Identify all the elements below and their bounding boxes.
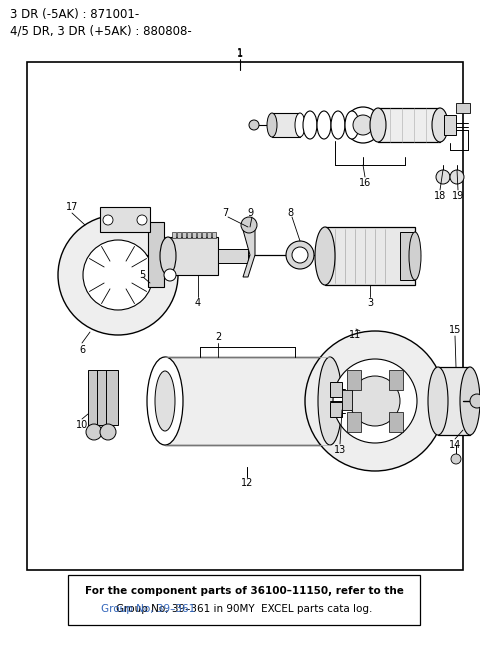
- Circle shape: [333, 359, 417, 443]
- Text: 6: 6: [79, 345, 85, 355]
- Text: 1: 1: [237, 48, 243, 58]
- Text: 13: 13: [334, 445, 346, 455]
- Circle shape: [58, 215, 178, 335]
- Text: 4: 4: [195, 298, 201, 308]
- Bar: [192, 232, 196, 238]
- Bar: [100, 207, 150, 232]
- Circle shape: [249, 120, 259, 130]
- Ellipse shape: [315, 227, 335, 285]
- Ellipse shape: [267, 113, 277, 137]
- Text: 1: 1: [237, 49, 243, 59]
- Bar: [389, 412, 403, 432]
- Bar: [27, 62, 463, 570]
- Text: 18: 18: [434, 191, 446, 201]
- Circle shape: [292, 247, 308, 263]
- Bar: [330, 402, 342, 417]
- Bar: [400, 232, 415, 280]
- Ellipse shape: [317, 111, 331, 139]
- Circle shape: [83, 240, 153, 310]
- Ellipse shape: [428, 367, 448, 435]
- Bar: [68, 575, 420, 625]
- Bar: [438, 367, 470, 435]
- Bar: [182, 232, 186, 238]
- Bar: [165, 357, 330, 445]
- Bar: [347, 412, 361, 432]
- Text: For the component parts of 36100–11150, refer to the: For the component parts of 36100–11150, …: [84, 586, 403, 596]
- Circle shape: [137, 215, 147, 225]
- Bar: [218, 249, 248, 263]
- Bar: [207, 232, 211, 238]
- Text: 17: 17: [66, 202, 78, 212]
- Bar: [272, 113, 300, 137]
- Text: 15: 15: [449, 325, 461, 335]
- Text: 4/5 DR, 3 DR (+5AK) : 880808-: 4/5 DR, 3 DR (+5AK) : 880808-: [10, 24, 192, 37]
- Bar: [197, 232, 201, 238]
- Bar: [342, 390, 352, 410]
- Circle shape: [350, 376, 400, 426]
- Bar: [177, 232, 181, 238]
- Text: 19: 19: [452, 191, 464, 201]
- Circle shape: [103, 215, 113, 225]
- Ellipse shape: [331, 111, 345, 139]
- Text: 5: 5: [139, 270, 145, 280]
- Circle shape: [100, 424, 116, 440]
- Bar: [187, 232, 191, 238]
- Ellipse shape: [318, 357, 342, 445]
- Bar: [456, 103, 470, 113]
- Circle shape: [164, 269, 176, 281]
- Circle shape: [305, 331, 445, 471]
- Ellipse shape: [147, 357, 183, 445]
- Ellipse shape: [370, 108, 386, 142]
- Bar: [106, 370, 118, 425]
- Text: 3 DR (-5AK) : 871001-: 3 DR (-5AK) : 871001-: [10, 8, 139, 21]
- Circle shape: [470, 394, 480, 408]
- Circle shape: [450, 170, 464, 184]
- Circle shape: [86, 424, 102, 440]
- Text: 2: 2: [215, 332, 221, 342]
- Circle shape: [451, 454, 461, 464]
- Ellipse shape: [160, 237, 176, 275]
- Bar: [97, 370, 109, 425]
- Polygon shape: [243, 230, 255, 277]
- Circle shape: [353, 115, 373, 135]
- Text: 14: 14: [449, 440, 461, 450]
- Text: 7: 7: [222, 208, 228, 218]
- Ellipse shape: [345, 111, 359, 139]
- Ellipse shape: [432, 108, 448, 142]
- Bar: [389, 370, 403, 390]
- Text: 9: 9: [247, 208, 253, 218]
- Ellipse shape: [295, 113, 305, 137]
- Text: 3: 3: [367, 298, 373, 308]
- Text: Group No, 39–361: Group No, 39–361: [101, 604, 195, 614]
- Bar: [347, 370, 361, 390]
- Text: 16: 16: [359, 178, 371, 188]
- Ellipse shape: [460, 367, 480, 435]
- Ellipse shape: [155, 371, 175, 431]
- Bar: [378, 108, 440, 142]
- Bar: [212, 232, 216, 238]
- Ellipse shape: [303, 111, 317, 139]
- Text: 11: 11: [349, 330, 361, 340]
- Bar: [330, 382, 342, 397]
- Bar: [202, 232, 206, 238]
- Text: 12: 12: [241, 478, 253, 488]
- Text: Group No, 39–361 in 90MY  EXCEL parts cata log.: Group No, 39–361 in 90MY EXCEL parts cat…: [116, 604, 372, 614]
- Bar: [325, 227, 415, 285]
- Ellipse shape: [409, 232, 421, 280]
- Text: 10: 10: [76, 420, 88, 430]
- Bar: [88, 370, 100, 425]
- Circle shape: [241, 217, 257, 233]
- Bar: [444, 115, 456, 135]
- Circle shape: [436, 170, 450, 184]
- Text: 8: 8: [287, 208, 293, 218]
- Bar: [172, 232, 176, 238]
- Circle shape: [286, 241, 314, 269]
- Circle shape: [345, 107, 381, 143]
- Bar: [168, 237, 218, 275]
- Bar: [148, 222, 164, 287]
